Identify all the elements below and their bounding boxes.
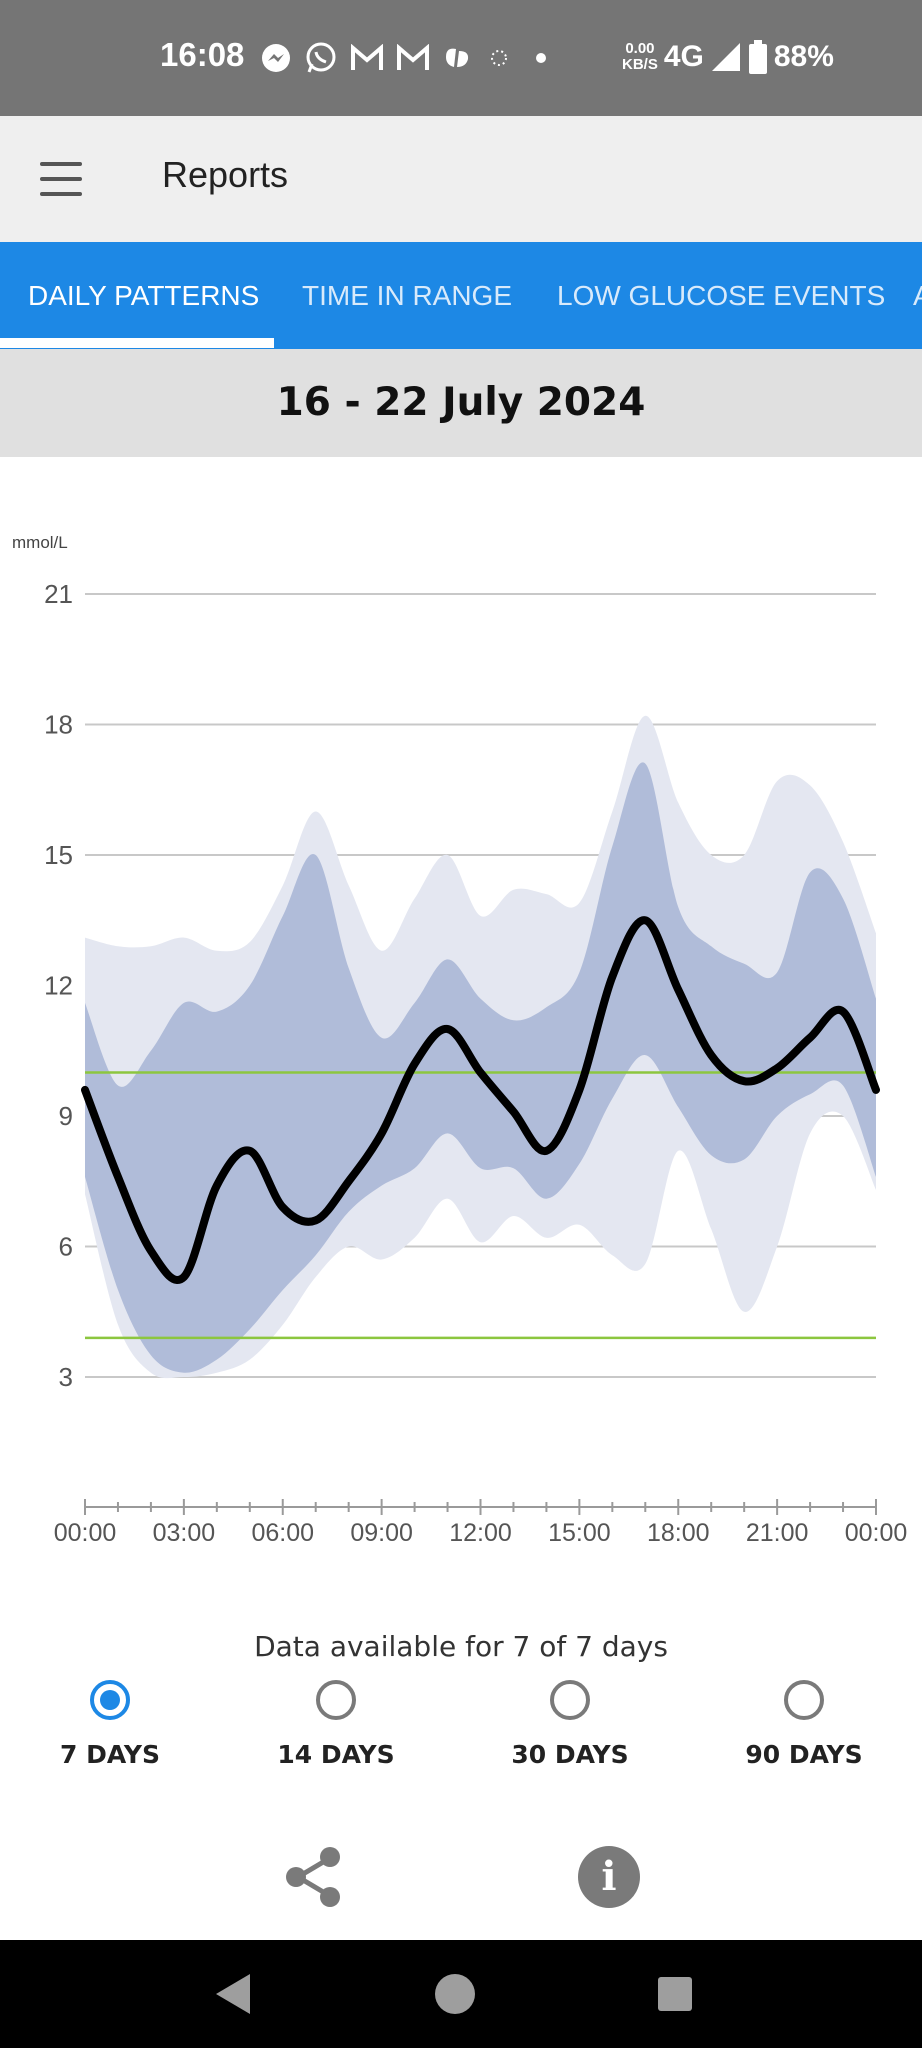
y-axis-label: mmol/L <box>12 533 68 552</box>
x-axis <box>84 1499 877 1515</box>
range-label-90-days: 90 DAYS <box>745 1740 863 1769</box>
share-icon[interactable] <box>284 1846 344 1908</box>
recents-icon[interactable] <box>625 1940 725 2048</box>
y-tick-label: 9 <box>59 1101 73 1131</box>
y-tick-label: 21 <box>44 579 73 609</box>
range-option-90-days[interactable]: 90 DAYS <box>694 1680 914 1769</box>
y-tick-labels: 21 18 15 12 9 6 3 <box>44 579 73 1392</box>
network-speed: 0.00 KB/S <box>622 41 658 73</box>
y-tick-label: 3 <box>59 1362 73 1392</box>
y-tick-label: 6 <box>59 1232 73 1262</box>
daily-patterns-chart: mmol/L 21 18 15 12 9 6 3 00:00 03:00 06:00 09:00 1… <box>12 533 908 1547</box>
radio-7-days[interactable] <box>90 1680 130 1720</box>
hamburger-menu-icon[interactable] <box>40 162 84 196</box>
radio-14-days[interactable] <box>316 1680 356 1720</box>
report-tabs: DAILY PATTERNS TIME IN RANGE LOW GLUCOSE… <box>0 242 922 349</box>
range-option-14-days[interactable]: 14 DAYS <box>226 1680 446 1769</box>
network-speed-value: 0.00 <box>625 40 655 57</box>
sync-icon <box>491 50 507 66</box>
signal-icon <box>711 43 740 71</box>
y-tick-label: 12 <box>44 971 73 1001</box>
network-type: 4G <box>663 40 704 73</box>
network-speed-unit: KB/S <box>622 56 658 73</box>
status-bar: 16:08 0.00 KB/S 4G 88% <box>0 0 922 116</box>
x-tick-labels: 00:00 03:00 06:00 09:00 12:00 15:00 18:00 21:00… <box>54 1519 908 1547</box>
range-label-7-days: 7 DAYS <box>60 1740 160 1769</box>
tab-low-glucose-events[interactable]: LOW GLUCOSE EVENTS <box>557 280 886 311</box>
x-tick-label: 00:00 <box>845 1519 908 1547</box>
range-option-30-days[interactable]: 30 DAYS <box>460 1680 680 1769</box>
info-icon[interactable]: i <box>578 1846 640 1908</box>
radio-90-days[interactable] <box>784 1680 824 1720</box>
x-tick-label: 18:00 <box>647 1519 710 1547</box>
status-right: 0.00 KB/S 4G 88% <box>622 32 834 82</box>
x-tick-label: 00:00 <box>54 1519 117 1547</box>
battery-icon <box>748 40 767 74</box>
x-tick-label: 21:00 <box>746 1519 809 1547</box>
whatsapp-icon <box>306 42 336 73</box>
median-line <box>81 916 880 1284</box>
info-glyph: i <box>601 1853 617 1900</box>
home-icon[interactable] <box>405 1940 505 2048</box>
tab-daily-patterns[interactable]: DAILY PATTERNS <box>28 280 260 311</box>
status-time: 16:08 <box>160 36 245 73</box>
x-tick-label: 03:00 <box>153 1519 216 1547</box>
battery-level: 88% <box>773 40 834 73</box>
x-tick-label: 06:00 <box>251 1519 314 1547</box>
x-tick-label: 15:00 <box>548 1519 611 1547</box>
gmail-icon <box>397 44 429 70</box>
radio-30-days[interactable] <box>550 1680 590 1720</box>
range-option-7-days[interactable]: 7 DAYS <box>0 1680 220 1769</box>
data-availability-note: Data available for 7 of 7 days <box>254 1630 668 1663</box>
date-range: 16 - 22 July 2024 <box>0 349 922 457</box>
health-app-icon <box>446 48 469 67</box>
x-tick-label: 12:00 <box>449 1519 512 1547</box>
tab-indicator <box>0 338 274 348</box>
range-label-14-days: 14 DAYS <box>277 1740 395 1769</box>
app-bar: Reports <box>0 116 922 242</box>
dot-icon <box>536 53 546 63</box>
messenger-icon <box>262 44 290 72</box>
x-tick-label: 09:00 <box>350 1519 413 1547</box>
system-nav-bar <box>0 1940 922 2048</box>
tab-next-partial[interactable]: A <box>913 242 922 349</box>
gmail-icon <box>351 44 383 70</box>
tab-time-in-range[interactable]: TIME IN RANGE <box>302 280 513 311</box>
y-tick-label: 15 <box>44 840 73 870</box>
page-title: Reports <box>162 154 289 195</box>
back-icon[interactable] <box>184 1940 284 2048</box>
range-label-30-days: 30 DAYS <box>511 1740 629 1769</box>
notification-icons <box>260 38 556 78</box>
y-tick-label: 18 <box>44 710 73 740</box>
